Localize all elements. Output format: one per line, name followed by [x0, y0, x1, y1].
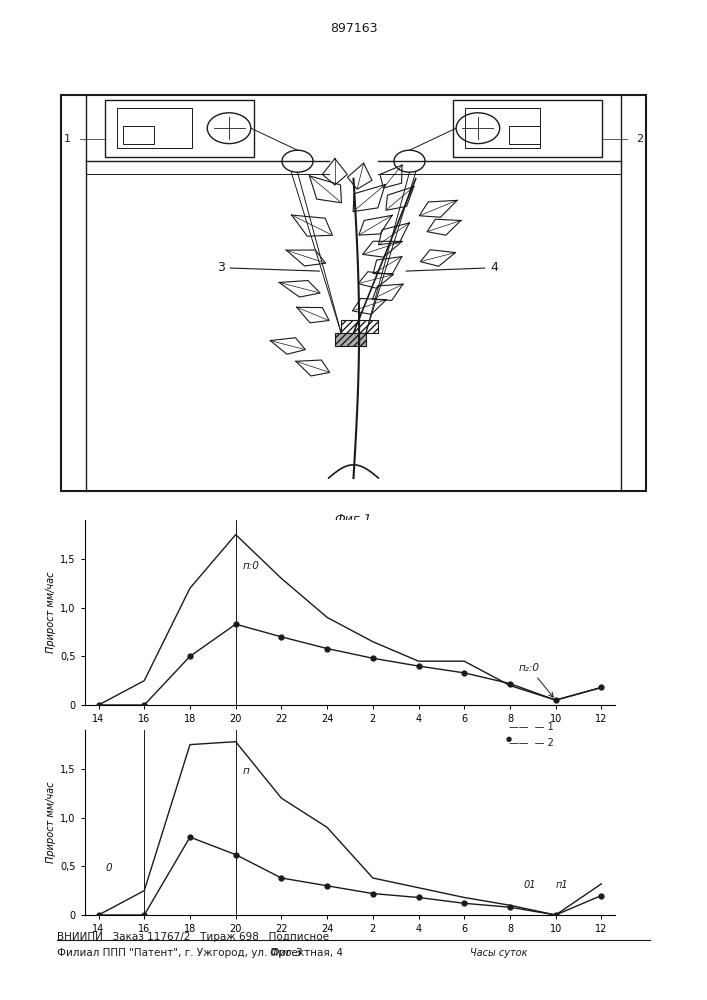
- Text: 3: 3: [216, 261, 320, 274]
- Bar: [465, 108, 540, 148]
- Text: Фиг.3: Фиг.3: [269, 948, 303, 958]
- Bar: [117, 108, 192, 148]
- Text: 4: 4: [406, 261, 498, 274]
- Text: Фиг.1: Фиг.1: [334, 513, 373, 526]
- Text: Фиг.2: Фиг.2: [269, 738, 303, 748]
- Text: ——  — 1: —— — 1: [509, 722, 554, 732]
- Text: п: п: [243, 766, 250, 776]
- Bar: [335, 333, 366, 346]
- Y-axis label: Прирост мм/час: Прирост мм/час: [46, 572, 56, 653]
- Y-axis label: Прирост мм/час: Прирост мм/час: [46, 782, 56, 863]
- Text: ●: ●: [506, 736, 512, 742]
- Text: Часы суток: Часы суток: [469, 738, 527, 748]
- Text: ——  — 2: —— — 2: [509, 738, 554, 748]
- Text: Часы суток: Часы суток: [469, 948, 527, 958]
- Bar: [509, 126, 540, 144]
- Text: 2: 2: [636, 134, 643, 144]
- Text: п₂:0: п₂:0: [519, 663, 554, 697]
- Text: 897163: 897163: [329, 22, 378, 35]
- Text: Филиал ППП "Патент", г. Ужгород, ул. Проектная, 4: Филиал ППП "Патент", г. Ужгород, ул. Про…: [57, 948, 343, 958]
- Bar: [105, 100, 254, 157]
- Text: 0: 0: [105, 863, 112, 873]
- Text: п:0: п:0: [243, 561, 259, 571]
- Text: 1: 1: [64, 134, 71, 144]
- Bar: [341, 320, 378, 333]
- Text: ВНИИПИ   Заказ 11767/2   Тираж 698   Подписное: ВНИИПИ Заказ 11767/2 Тираж 698 Подписное: [57, 932, 329, 942]
- Text: п1: п1: [556, 880, 568, 890]
- Bar: [453, 100, 602, 157]
- Text: 01: 01: [524, 880, 536, 890]
- Bar: [123, 126, 154, 144]
